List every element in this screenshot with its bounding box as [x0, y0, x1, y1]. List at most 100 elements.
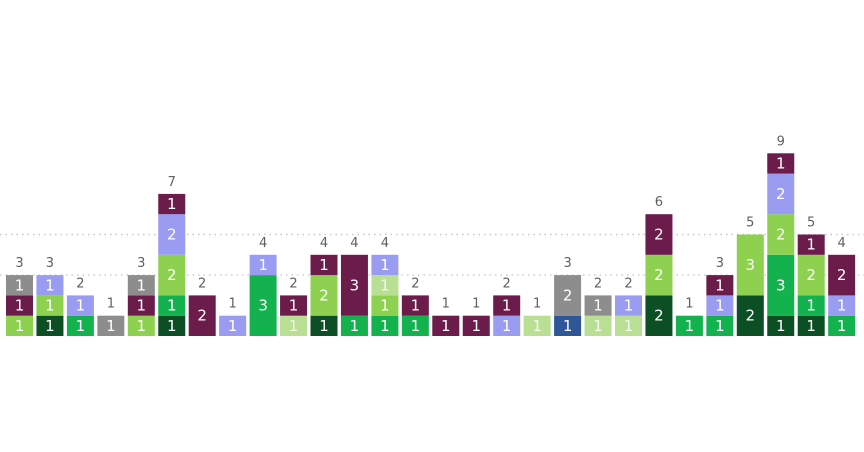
bar-segment [584, 295, 612, 316]
segment-value-label: 1 [806, 236, 816, 254]
segment-value-label: 1 [76, 317, 86, 335]
segment-value-label: 2 [806, 266, 816, 284]
bar-segment [127, 295, 155, 316]
segment-value-label: 1 [45, 317, 55, 335]
stack-24: 1 1 1 [706, 275, 734, 336]
stack-12: 13 [340, 254, 368, 336]
total-label: 1 [472, 297, 480, 312]
bar-segment [675, 315, 703, 336]
bar-segment [797, 295, 825, 316]
segment-value-label: 1 [289, 317, 299, 335]
segment-value-label: 1 [837, 297, 847, 315]
bar-segment [797, 254, 825, 296]
bar-segment [706, 315, 734, 336]
total-label: 5 [807, 216, 815, 231]
bar-segment [493, 315, 521, 336]
bar-segment [6, 315, 33, 336]
stack-28: 1 1 2 [828, 254, 856, 336]
stack-19: 12 [554, 275, 582, 336]
total-label: 9 [777, 134, 785, 149]
segment-value-label: 1 [167, 297, 177, 315]
bar-segment [493, 295, 521, 316]
bar-segment [554, 315, 582, 336]
segment-value-label: 1 [502, 297, 512, 315]
bar-segment [432, 315, 460, 336]
bar-segment [66, 315, 94, 336]
stack-8: 1 [219, 315, 247, 336]
bar-segment [97, 315, 125, 336]
segment-value-label: 2 [563, 286, 573, 304]
stack-26: 1 3 2 2 1 [767, 153, 795, 336]
bar-segment [158, 315, 186, 336]
segment-value-label: 1 [471, 317, 481, 335]
segment-value-label: 2 [654, 266, 664, 284]
bar-segment [36, 275, 64, 296]
segment-value-label: 1 [837, 317, 847, 335]
bar-segment [310, 275, 338, 316]
bar-segment [797, 315, 825, 336]
total-label: 1 [107, 297, 115, 312]
total-label: 4 [259, 236, 267, 251]
stack-9: 31 [249, 254, 277, 336]
stack-1: 1 1 1 [6, 275, 33, 336]
segment-value-label: 2 [837, 266, 847, 284]
bar-segment [767, 173, 795, 215]
total-label: 4 [381, 236, 389, 251]
bar-segment [310, 254, 338, 276]
segment-value-label: 1 [715, 317, 725, 335]
stack-17: 11 [493, 295, 521, 336]
bar-segment [828, 315, 856, 336]
bar-segment [158, 254, 186, 296]
stack-21: 11 [615, 295, 642, 336]
bar-segment [36, 315, 64, 336]
segment-value-label: 1 [289, 297, 299, 315]
bar-segment [158, 295, 186, 316]
stack-6: 1 1 2 2 1 [158, 193, 186, 336]
segment-value-label: 3 [350, 276, 360, 294]
segment-value-label: 2 [776, 185, 786, 203]
bar-segment [6, 275, 33, 296]
total-label: 3 [716, 256, 724, 271]
bar-segment [462, 315, 490, 336]
bar-segment [36, 295, 64, 316]
stack-13: 1 1 1 1 [371, 254, 399, 336]
stack-27: 1 1 2 1 [797, 234, 825, 336]
segment-value-label: 2 [776, 226, 786, 244]
total-label: 4 [838, 236, 846, 251]
segment-value-label: 1 [502, 317, 512, 335]
segment-value-label: 1 [137, 317, 147, 335]
segment-value-label: 1 [380, 256, 390, 274]
bar-segment [736, 295, 764, 336]
segment-value-label: 1 [45, 297, 55, 315]
segment-value-label: 1 [624, 297, 634, 315]
bar-segment [310, 315, 338, 336]
segment-value-label: 1 [715, 276, 725, 294]
bar-segment [66, 295, 94, 316]
total-label: 3 [563, 256, 571, 271]
bar-segment [615, 315, 642, 336]
bar-segment [554, 275, 582, 316]
bar-segment [158, 214, 186, 255]
stack-15: 1 [432, 315, 460, 336]
stack-5: 1 1 1 [127, 275, 155, 336]
stack-3: 11 [66, 295, 94, 336]
bar-segment [767, 315, 795, 336]
stack-14: 11 [401, 295, 429, 336]
bar-segment [188, 295, 216, 336]
total-label: 1 [229, 297, 237, 312]
segment-value-label: 1 [45, 276, 55, 294]
segment-value-label: 1 [806, 297, 816, 315]
segment-value-label: 3 [746, 256, 756, 274]
segment-value-label: 1 [167, 317, 177, 335]
bar-segment [340, 315, 368, 336]
total-label: 2 [594, 276, 602, 291]
segment-value-label: 2 [746, 307, 756, 325]
stack-25: 23 [736, 234, 764, 336]
total-label: 7 [168, 175, 176, 190]
bar-segment [797, 234, 825, 255]
bar-segment [584, 315, 612, 336]
total-label: 2 [411, 276, 419, 291]
bar-segment [828, 254, 856, 296]
stack-22: 2 2 2 [645, 214, 673, 336]
